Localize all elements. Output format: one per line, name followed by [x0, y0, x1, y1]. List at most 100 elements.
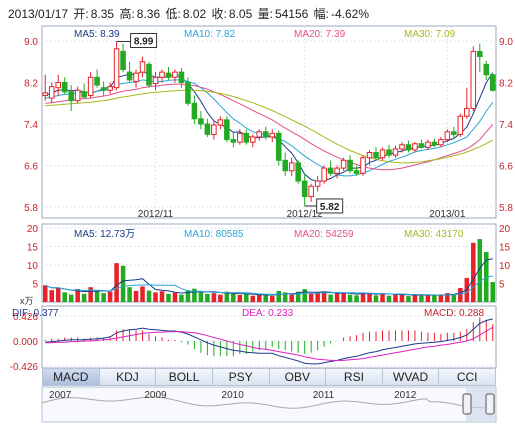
candle-body	[451, 131, 457, 135]
macd-label: MACD: 0.288	[424, 308, 484, 319]
volume-bar	[179, 294, 184, 302]
overview-year-label: 2012	[394, 390, 417, 401]
candle	[87, 72, 94, 99]
candle-body	[477, 50, 483, 58]
volume-bar	[159, 291, 165, 302]
tab-macd[interactable]: MACD	[43, 369, 100, 385]
candle	[295, 160, 301, 184]
candle-body	[204, 123, 211, 135]
price-tick-left: 5.8	[24, 203, 38, 214]
candle-body	[340, 159, 347, 169]
volume-bar	[55, 287, 61, 302]
tab-cci[interactable]: CCI	[456, 370, 478, 384]
candle	[217, 116, 224, 130]
tab-obv[interactable]: OBV	[270, 369, 327, 385]
candle-body	[237, 132, 243, 143]
volume-unit: x万	[20, 296, 34, 306]
candle	[431, 138, 438, 148]
candle-body	[94, 76, 100, 86]
candle	[438, 136, 444, 148]
candle	[256, 129, 263, 141]
volume-bar	[146, 290, 152, 302]
candle	[152, 72, 159, 91]
volume-bar	[276, 290, 281, 302]
volume-bar	[140, 286, 145, 302]
candle-body	[308, 185, 314, 198]
volume-tick-left: 20	[27, 224, 39, 235]
candle-body	[81, 91, 87, 98]
candle-body	[172, 71, 178, 78]
candle-body	[178, 71, 185, 83]
volume-bar	[205, 293, 210, 302]
candle	[275, 130, 282, 166]
overview-year-label: 2011	[313, 390, 335, 401]
volume-label: 量:	[257, 7, 273, 21]
volume-bar	[302, 289, 307, 302]
overview-year-label: 2010	[222, 390, 245, 401]
overview-year-label: 2009	[144, 390, 167, 401]
candle-body	[295, 162, 301, 182]
volume-bar	[75, 289, 80, 302]
volume-bar	[198, 292, 204, 302]
candle-body	[159, 71, 165, 78]
quote-header: 2013/01/17 开: 8.35 高: 8.36 低: 8.02 收: 8.05 量…	[8, 5, 371, 22]
volume-bar	[218, 294, 223, 302]
volume-bar	[360, 292, 366, 302]
indicator-tabs: MACD KDJ BOLL PSY OBV RSI WVAD CCI	[42, 368, 496, 386]
price-tick-left: 6.6	[24, 162, 38, 173]
candle-body	[217, 119, 224, 126]
candle-body	[165, 72, 172, 78]
price-ma-legend: MA5: 8.39	[74, 29, 120, 40]
candle	[489, 74, 496, 92]
candle	[392, 145, 399, 158]
candle	[444, 129, 451, 143]
tab-rsi[interactable]: RSI	[326, 369, 383, 385]
low-marker: 5.82	[320, 202, 340, 213]
low-marker-box	[316, 198, 344, 214]
candle-body	[224, 119, 230, 141]
tab-wvad[interactable]: WVAD	[383, 369, 440, 385]
volume-bar	[185, 290, 191, 302]
candle-body	[146, 63, 152, 86]
volume-ma5-line	[45, 258, 493, 296]
tab-boll[interactable]: BOLL	[156, 369, 213, 385]
candle	[185, 77, 191, 106]
candle-body	[126, 71, 133, 81]
overview-handle[interactable]	[462, 393, 472, 415]
candle	[165, 66, 172, 80]
candle-body	[139, 61, 146, 73]
candle-body	[55, 82, 61, 89]
candle	[347, 155, 353, 174]
ma20-line	[45, 83, 494, 171]
volume-bar	[308, 293, 314, 302]
overview-handle[interactable]	[485, 393, 495, 415]
volume-bar	[399, 293, 405, 302]
high-label: 高:	[119, 7, 135, 21]
volume-bar	[120, 265, 126, 302]
volume-bar	[477, 239, 483, 302]
macd-tick: -0.426	[10, 362, 39, 373]
price-tick-left: 8.2	[24, 79, 38, 90]
tab-kdj[interactable]: KDJ	[100, 369, 157, 385]
volume-ma10-line	[45, 275, 493, 296]
candle	[418, 139, 425, 149]
candle	[243, 129, 250, 145]
ma10-line	[45, 79, 494, 177]
candle-body	[269, 132, 276, 138]
volume-bar	[81, 293, 87, 302]
volume-bar	[107, 291, 113, 302]
volume-bar	[295, 291, 301, 302]
quote-date: 2013/01/17	[8, 7, 69, 21]
candle-body	[334, 167, 340, 174]
volume-bar	[419, 295, 424, 302]
price-tick-right: 8.2	[499, 79, 513, 90]
price-ma-legend: MA30: 7.09	[404, 29, 456, 40]
volume-bar	[380, 293, 385, 302]
volume-bar	[263, 294, 269, 302]
candle-body	[379, 149, 386, 159]
tab-psy[interactable]: PSY	[213, 369, 270, 385]
candle	[288, 157, 295, 176]
candle	[282, 152, 288, 176]
candle	[373, 147, 379, 161]
